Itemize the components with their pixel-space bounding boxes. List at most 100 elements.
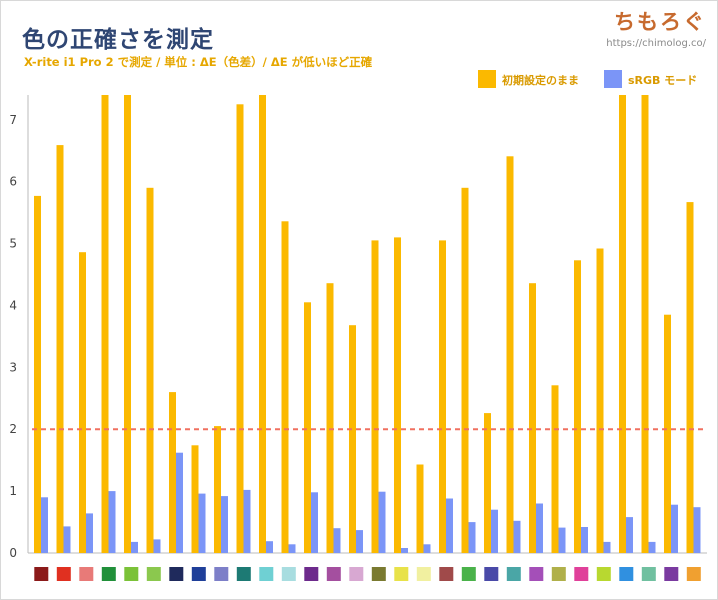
color-swatch <box>236 567 251 581</box>
chart-subtitle: X-rite i1 Pro 2 で測定 / 単位 : ΔE（色差）/ ΔE が低… <box>24 55 373 69</box>
bar-default <box>304 302 311 553</box>
bar-srgb <box>356 530 363 553</box>
y-tick-label: 4 <box>9 298 17 312</box>
y-tick-label: 5 <box>9 237 17 251</box>
bar-default <box>281 221 289 554</box>
bar-srgb <box>153 539 161 553</box>
bar-srgb <box>468 522 476 553</box>
color-swatch <box>371 567 386 581</box>
bar-default <box>619 95 626 553</box>
legend: 初期設定のまま sRGB モード <box>478 70 710 90</box>
bar-default <box>169 392 176 553</box>
bar-default <box>574 260 581 553</box>
color-swatch <box>574 567 589 581</box>
chart-title: 色の正確さを測定 <box>22 27 214 53</box>
y-tick-label: 0 <box>9 546 17 560</box>
bar-srgb <box>603 541 611 553</box>
color-swatch <box>34 567 49 581</box>
bar-default <box>484 413 491 553</box>
bar-srgb <box>41 497 48 553</box>
bar-srgb <box>513 520 521 553</box>
bar-srgb <box>243 489 251 553</box>
color-swatch <box>79 567 94 581</box>
bar-default <box>416 464 424 553</box>
color-swatch <box>461 567 476 581</box>
bar-srgb <box>401 548 408 553</box>
bar-default <box>124 95 131 553</box>
color-swatch <box>619 567 634 581</box>
color-swatch <box>349 567 364 581</box>
y-tick-label: 3 <box>9 360 17 374</box>
brand-logo: ちもろぐ https://chimolog.co/ <box>606 6 706 49</box>
color-swatch <box>529 567 544 581</box>
bar-default <box>551 385 559 553</box>
bar-default <box>461 187 469 554</box>
bar-srgb <box>131 541 138 553</box>
bar-srgb <box>648 541 656 553</box>
bar-default <box>529 283 536 553</box>
bar-default <box>79 252 86 553</box>
bar-srgb <box>446 498 453 553</box>
legend-label-default: 初期設定のまま <box>502 74 579 87</box>
bar-default <box>146 187 154 554</box>
brand-url: https://chimolog.co/ <box>606 38 706 49</box>
bar-srgb <box>311 492 318 553</box>
color-swatch <box>641 567 656 581</box>
bar-default <box>236 104 244 554</box>
bar-srgb <box>423 544 431 553</box>
legend-swatch-srgb <box>604 70 622 88</box>
color-swatch <box>686 567 701 581</box>
color-swatch <box>214 567 229 581</box>
y-tick-label: 2 <box>9 422 17 436</box>
bar-srgb <box>198 493 206 553</box>
bar-srgb <box>63 526 71 553</box>
color-swatch <box>326 567 341 581</box>
bar-srgb <box>176 452 183 553</box>
bar-srgb <box>288 544 296 553</box>
color-swatch <box>56 567 71 581</box>
bar-default <box>326 283 334 553</box>
bar-default <box>56 145 64 553</box>
bar-default <box>349 325 356 553</box>
color-swatch <box>439 567 454 581</box>
bar-srgb <box>558 527 566 553</box>
brand-name: ちもろぐ <box>614 9 706 34</box>
color-swatch <box>664 567 679 581</box>
bar-default <box>596 248 604 553</box>
color-swatch <box>551 567 566 581</box>
bar-srgb <box>86 513 93 553</box>
bar-srgb <box>266 541 273 553</box>
bar-srgb <box>108 491 116 553</box>
bar-default <box>686 202 694 553</box>
color-swatch <box>596 567 611 581</box>
bar-default <box>34 195 41 553</box>
bar-srgb <box>581 527 588 553</box>
color-swatch <box>281 567 296 581</box>
bar-default <box>259 95 266 553</box>
bar-srgb <box>221 496 228 553</box>
y-tick-label: 1 <box>9 484 17 498</box>
bar-default <box>191 445 199 553</box>
bar-srgb <box>378 491 386 553</box>
bar-default <box>641 95 649 553</box>
color-swatch <box>259 567 274 581</box>
bar-srgb <box>671 504 678 553</box>
bar-default <box>439 240 446 553</box>
bar-default <box>371 240 379 553</box>
color-swatch <box>416 567 431 581</box>
color-swatch <box>146 567 161 581</box>
bar-srgb <box>491 509 498 553</box>
bar-default <box>394 237 401 553</box>
y-tick-label: 6 <box>9 175 17 189</box>
color-swatch <box>169 567 184 581</box>
color-swatch <box>484 567 499 581</box>
legend-swatch-default <box>478 70 496 88</box>
bar-default <box>664 314 671 553</box>
bar-srgb <box>693 507 701 553</box>
color-swatch <box>101 567 116 581</box>
bar-default <box>214 426 221 553</box>
y-tick-label: 7 <box>9 113 17 127</box>
bar-default <box>101 95 109 553</box>
color-swatch <box>191 567 206 581</box>
